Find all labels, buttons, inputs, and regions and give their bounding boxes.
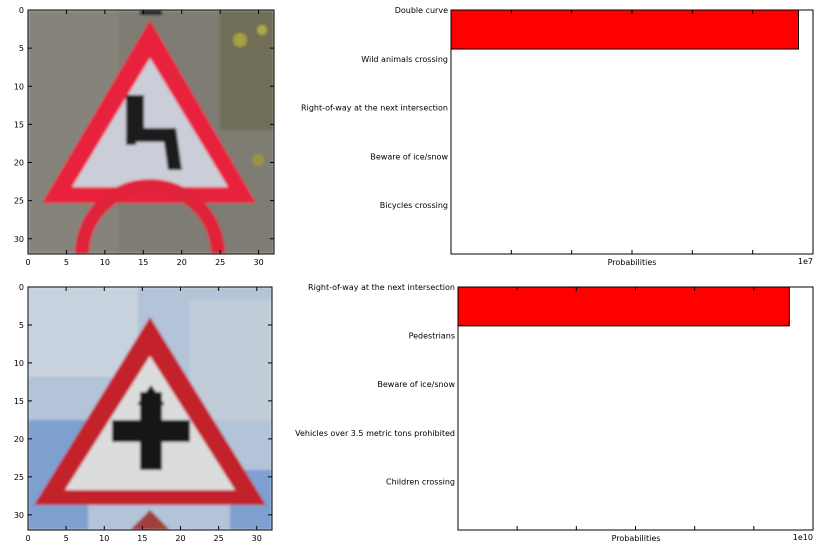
bar-1 bbox=[457, 286, 790, 327]
category-label: Bicycles crossing bbox=[380, 201, 448, 210]
y-tick-label: 30 bbox=[14, 235, 24, 244]
chart-2-bars bbox=[457, 286, 790, 327]
y-tick-label: 30 bbox=[14, 511, 24, 520]
right-of-way-sign-picture bbox=[28, 287, 272, 530]
category-label: Double curve bbox=[395, 6, 448, 15]
chart-2-scale-label: 1e10 bbox=[793, 533, 813, 542]
bar-chart-panel-1: Double curve Wild animals crossing Right-o… bbox=[301, 6, 814, 267]
chart-1-x-ticks bbox=[510, 10, 814, 254]
chart-2-category-labels: Right-of-way at the next intersection Ped… bbox=[295, 283, 455, 486]
x-tick-label: 30 bbox=[252, 534, 262, 543]
image-1-ticks: 0 5 10 15 20 25 30 0 5 10 15 20 25 30 bbox=[14, 6, 274, 267]
y-tick-label: 15 bbox=[14, 397, 24, 406]
chart-1-axes bbox=[450, 9, 814, 255]
chart-1-category-labels: Double curve Wild animals crossing Right-o… bbox=[301, 6, 448, 210]
y-tick-label: 0 bbox=[19, 283, 24, 292]
y-tick-label: 20 bbox=[14, 435, 24, 444]
y-tick-label: 0 bbox=[19, 6, 24, 15]
category-label: Children crossing bbox=[386, 477, 455, 486]
y-tick-label: 10 bbox=[14, 359, 24, 368]
x-tick-label: 20 bbox=[177, 258, 187, 267]
category-label: Wild animals crossing bbox=[361, 55, 448, 64]
y-tick-label: 10 bbox=[14, 82, 24, 91]
category-label: Vehicles over 3.5 metric tons prohibited bbox=[295, 429, 455, 438]
double-curve-sign-picture bbox=[28, 10, 274, 254]
y-tick-label: 5 bbox=[19, 44, 24, 53]
y-tick-label: 20 bbox=[14, 159, 24, 168]
bar-1 bbox=[450, 9, 800, 50]
x-tick-label: 15 bbox=[138, 258, 148, 267]
chart-1-bars bbox=[450, 9, 800, 50]
y-tick-label: 15 bbox=[14, 120, 24, 129]
x-tick-label: 0 bbox=[25, 534, 30, 543]
sign-image-panel-1: 0 5 10 15 20 25 30 0 5 10 15 20 25 30 bbox=[14, 6, 275, 267]
y-tick-label: 5 bbox=[19, 321, 24, 330]
chart-2-axes bbox=[457, 286, 814, 531]
x-tick-label: 20 bbox=[175, 534, 185, 543]
chart-1-scale-label: 1e7 bbox=[798, 257, 813, 266]
x-tick-label: 10 bbox=[100, 258, 110, 267]
x-tick-label: 25 bbox=[214, 534, 224, 543]
x-tick-label: 5 bbox=[64, 534, 69, 543]
chart-2-xlabel: Probabilities bbox=[612, 534, 661, 543]
x-tick-label: 10 bbox=[99, 534, 109, 543]
y-tick-label: 25 bbox=[14, 473, 24, 482]
sign-image-panel-2: 0 5 10 15 20 25 30 0 5 10 15 20 25 30 bbox=[14, 283, 273, 543]
y-tick-label: 25 bbox=[14, 197, 24, 206]
x-tick-label: 0 bbox=[25, 258, 30, 267]
x-tick-label: 15 bbox=[137, 534, 147, 543]
x-tick-label: 25 bbox=[215, 258, 225, 267]
chart-2-x-ticks bbox=[516, 287, 814, 530]
bar-chart-panel-2: Right-of-way at the next intersection Ped… bbox=[295, 283, 814, 543]
category-label: Right-of-way at the next intersection bbox=[301, 104, 448, 113]
x-tick-label: 5 bbox=[64, 258, 69, 267]
chart-1-xlabel: Probabilities bbox=[608, 258, 657, 267]
image-2-ticks: 0 5 10 15 20 25 30 0 5 10 15 20 25 30 bbox=[14, 283, 272, 543]
category-label: Right-of-way at the next intersection bbox=[308, 283, 455, 292]
x-tick-label: 30 bbox=[254, 258, 264, 267]
category-label: Beware of ice/snow bbox=[377, 380, 455, 389]
category-label: Pedestrians bbox=[409, 332, 455, 341]
category-label: Beware of ice/snow bbox=[370, 152, 448, 161]
